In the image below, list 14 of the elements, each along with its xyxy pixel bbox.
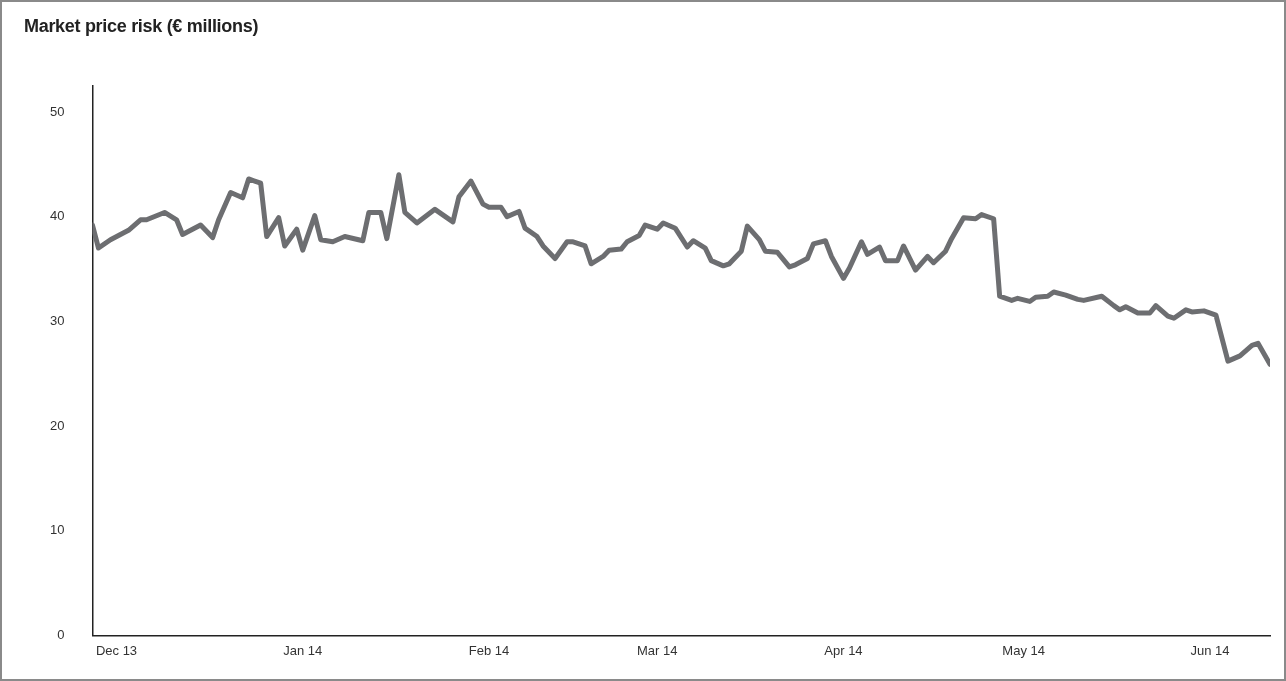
chart-title: Market price risk (€ millions) bbox=[24, 16, 259, 37]
x-tick-label: May 14 bbox=[1002, 642, 1045, 658]
x-tick-label: Jan 14 bbox=[283, 642, 323, 658]
y-tick-label: 0 bbox=[57, 626, 65, 642]
y-tick-label: 30 bbox=[49, 312, 65, 328]
x-tick-label: Jun 14 bbox=[1190, 642, 1230, 658]
y-tick-label: 10 bbox=[49, 522, 65, 538]
y-tick-label: 20 bbox=[49, 417, 65, 433]
x-tick-label: Apr 14 bbox=[824, 642, 863, 658]
x-tick-label: Dec 13 bbox=[95, 642, 138, 658]
y-tick-label: 50 bbox=[49, 103, 65, 119]
x-tick-label: Mar 14 bbox=[636, 642, 678, 658]
y-tick-label: 40 bbox=[49, 208, 65, 224]
x-tick-label: Feb 14 bbox=[468, 642, 510, 658]
